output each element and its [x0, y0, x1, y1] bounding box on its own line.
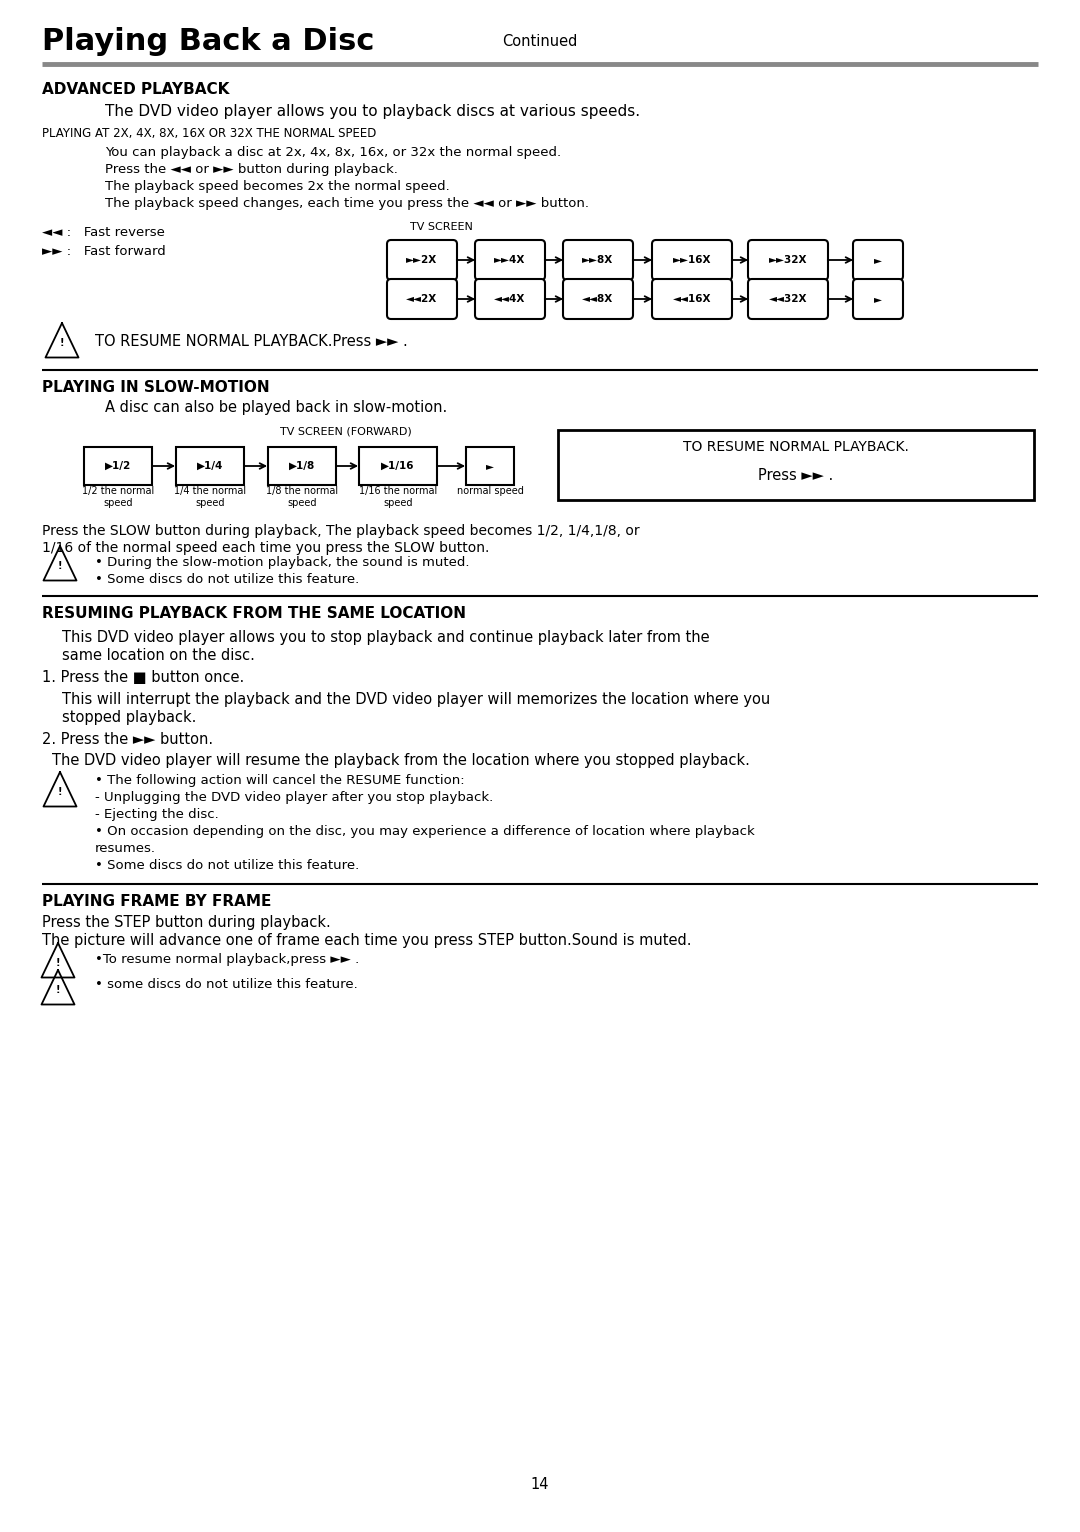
Text: 2. Press the ►► button.: 2. Press the ►► button. [42, 732, 213, 748]
FancyBboxPatch shape [359, 447, 437, 486]
Text: 1/8 the normal
speed: 1/8 the normal speed [266, 486, 338, 507]
Text: ADVANCED PLAYBACK: ADVANCED PLAYBACK [42, 83, 229, 97]
Text: ►►8X: ►►8X [582, 254, 613, 265]
Text: TV SCREEN: TV SCREEN [410, 222, 473, 231]
Text: ►: ► [874, 294, 882, 303]
Text: 14: 14 [530, 1477, 550, 1492]
FancyBboxPatch shape [853, 241, 903, 280]
Text: 1/2 the normal
speed: 1/2 the normal speed [82, 486, 154, 507]
Text: ◄◄ :   Fast reverse: ◄◄ : Fast reverse [42, 227, 165, 239]
Text: ▶1/16: ▶1/16 [381, 461, 415, 470]
Text: ◄◄32X: ◄◄32X [769, 294, 807, 303]
Text: This DVD video player allows you to stop playback and continue playback later fr: This DVD video player allows you to stop… [62, 630, 710, 645]
Text: The DVD video player allows you to playback discs at various speeds.: The DVD video player allows you to playb… [105, 104, 640, 119]
Text: Press the SLOW button during playback, The playback speed becomes 1/2, 1/4,1/8, : Press the SLOW button during playback, T… [42, 524, 639, 538]
Text: 1/16 the normal
speed: 1/16 the normal speed [359, 486, 437, 507]
FancyBboxPatch shape [652, 279, 732, 319]
Text: ►►2X: ►►2X [406, 254, 437, 265]
FancyBboxPatch shape [748, 241, 828, 280]
Text: Press ►► .: Press ►► . [758, 467, 834, 483]
Text: ◄◄16X: ◄◄16X [673, 294, 712, 303]
Text: ►► :   Fast forward: ►► : Fast forward [42, 245, 165, 257]
FancyBboxPatch shape [563, 279, 633, 319]
Text: ▶1/4: ▶1/4 [197, 461, 224, 470]
Text: The picture will advance one of frame each time you press STEP button.Sound is m: The picture will advance one of frame ea… [42, 933, 691, 948]
Text: PLAYING AT 2X, 4X, 8X, 16X OR 32X THE NORMAL SPEED: PLAYING AT 2X, 4X, 8X, 16X OR 32X THE NO… [42, 127, 376, 139]
FancyBboxPatch shape [465, 447, 514, 486]
FancyBboxPatch shape [84, 447, 152, 486]
Text: 1/16 of the normal speed each time you press the SLOW button.: 1/16 of the normal speed each time you p… [42, 541, 489, 555]
Text: TO RESUME NORMAL PLAYBACK.: TO RESUME NORMAL PLAYBACK. [683, 440, 909, 453]
Text: - Ejecting the disc.: - Ejecting the disc. [95, 807, 219, 821]
Text: This will interrupt the playback and the DVD video player will memorizes the loc: This will interrupt the playback and the… [62, 692, 770, 706]
FancyBboxPatch shape [652, 241, 732, 280]
Text: TV SCREEN (FORWARD): TV SCREEN (FORWARD) [280, 427, 411, 437]
Text: - Unplugging the DVD video player after you stop playback.: - Unplugging the DVD video player after … [95, 791, 494, 804]
Text: same location on the disc.: same location on the disc. [62, 648, 255, 663]
FancyBboxPatch shape [853, 279, 903, 319]
Text: PLAYING IN SLOW-MOTION: PLAYING IN SLOW-MOTION [42, 380, 270, 395]
FancyBboxPatch shape [268, 447, 336, 486]
Text: A disc can also be played back in slow-motion.: A disc can also be played back in slow-m… [105, 400, 447, 415]
Text: The playback speed changes, each time you press the ◄◄ or ►► button.: The playback speed changes, each time yo… [105, 198, 589, 210]
FancyBboxPatch shape [563, 241, 633, 280]
Text: • Some discs do not utilize this feature.: • Some discs do not utilize this feature… [95, 859, 360, 872]
Text: 1/4 the normal
speed: 1/4 the normal speed [174, 486, 246, 507]
FancyBboxPatch shape [176, 447, 244, 486]
Text: • some discs do not utilize this feature.: • some discs do not utilize this feature… [95, 977, 357, 991]
Text: TO RESUME NORMAL PLAYBACK.Press ►► .: TO RESUME NORMAL PLAYBACK.Press ►► . [95, 334, 408, 349]
Text: • During the slow-motion playback, the sound is muted.: • During the slow-motion playback, the s… [95, 556, 470, 568]
Text: normal speed: normal speed [457, 486, 524, 496]
Text: ◄◄4X: ◄◄4X [495, 294, 526, 303]
Text: PLAYING FRAME BY FRAME: PLAYING FRAME BY FRAME [42, 895, 271, 908]
Text: ►►32X: ►►32X [769, 254, 807, 265]
Text: !: ! [57, 561, 63, 571]
Text: • Some discs do not utilize this feature.: • Some discs do not utilize this feature… [95, 573, 360, 587]
Text: Continued: Continued [502, 34, 578, 49]
Text: resumes.: resumes. [95, 843, 156, 855]
Text: ►►4X: ►►4X [495, 254, 526, 265]
Text: ▶1/2: ▶1/2 [105, 461, 131, 470]
Text: •To resume normal playback,press ►► .: •To resume normal playback,press ►► . [95, 953, 360, 967]
FancyBboxPatch shape [475, 279, 545, 319]
FancyBboxPatch shape [748, 279, 828, 319]
Text: RESUMING PLAYBACK FROM THE SAME LOCATION: RESUMING PLAYBACK FROM THE SAME LOCATION [42, 607, 465, 620]
Text: • The following action will cancel the RESUME function:: • The following action will cancel the R… [95, 774, 464, 787]
Text: • On occasion depending on the disc, you may experience a difference of location: • On occasion depending on the disc, you… [95, 826, 755, 838]
Text: !: ! [57, 787, 63, 797]
FancyBboxPatch shape [558, 430, 1034, 499]
Text: You can playback a disc at 2x, 4x, 8x, 16x, or 32x the normal speed.: You can playback a disc at 2x, 4x, 8x, 1… [105, 146, 562, 159]
FancyBboxPatch shape [387, 279, 457, 319]
Text: Press the ◄◄ or ►► button during playback.: Press the ◄◄ or ►► button during playbac… [105, 162, 397, 176]
Text: stopped playback.: stopped playback. [62, 709, 197, 725]
FancyBboxPatch shape [475, 241, 545, 280]
Text: !: ! [56, 958, 60, 968]
Text: ►: ► [874, 254, 882, 265]
Text: !: ! [56, 985, 60, 996]
Text: Press the STEP button during playback.: Press the STEP button during playback. [42, 915, 330, 930]
Text: ►: ► [486, 461, 494, 470]
Text: The playback speed becomes 2x the normal speed.: The playback speed becomes 2x the normal… [105, 179, 449, 193]
Text: ◄◄8X: ◄◄8X [582, 294, 613, 303]
Text: 1. Press the ■ button once.: 1. Press the ■ button once. [42, 669, 244, 685]
Text: ▶1/8: ▶1/8 [288, 461, 315, 470]
Text: ◄◄2X: ◄◄2X [406, 294, 437, 303]
FancyBboxPatch shape [387, 241, 457, 280]
Text: ►►16X: ►►16X [673, 254, 712, 265]
Text: Playing Back a Disc: Playing Back a Disc [42, 28, 375, 57]
Text: The DVD video player will resume the playback from the location where you stoppe: The DVD video player will resume the pla… [52, 754, 750, 768]
Text: !: ! [59, 339, 64, 348]
